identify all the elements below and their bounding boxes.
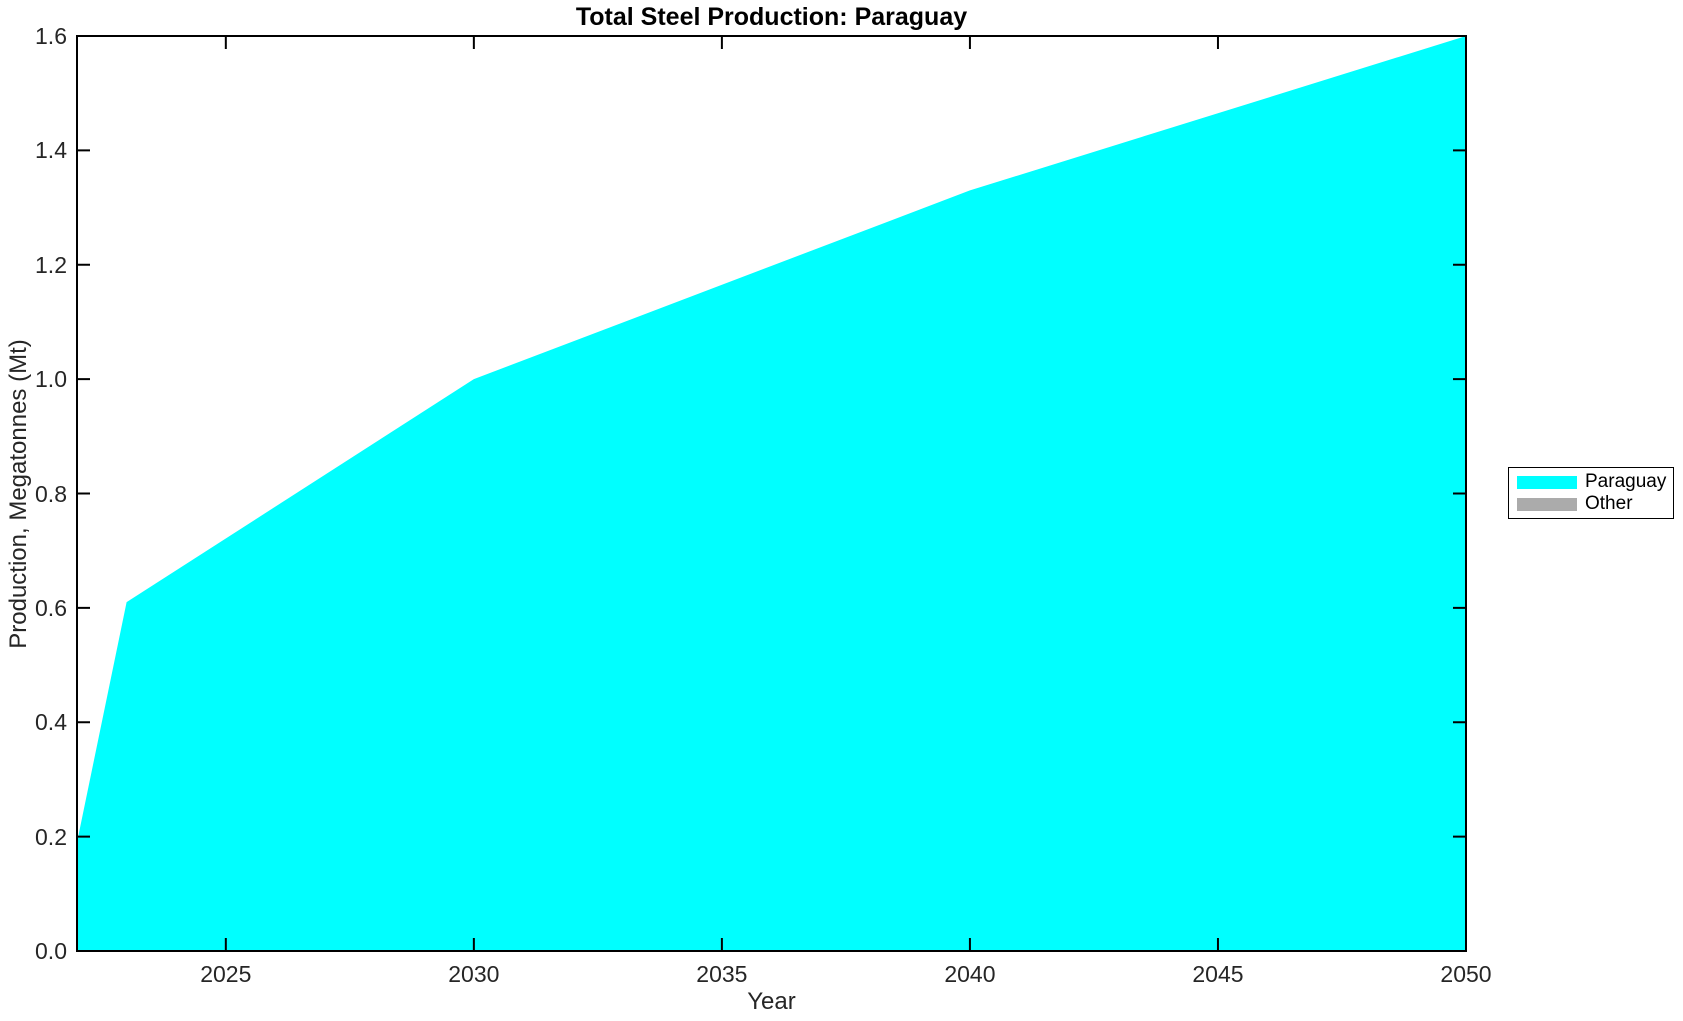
y-axis-label: Production, Megatonnes (Mt) [5, 339, 32, 649]
legend: Paraguay Other [1508, 467, 1674, 519]
y-tick-label: 0.0 [35, 938, 67, 964]
legend-label-paraguay: Paraguay [1585, 471, 1667, 492]
chart-title: Total Steel Production: Paraguay [575, 3, 968, 31]
y-tick-label: 1.2 [35, 251, 67, 278]
legend-item-other: Other [1517, 493, 1665, 515]
y-tick-label: 1.0 [35, 366, 67, 393]
y-tick-label: 0.4 [35, 709, 67, 736]
legend-swatch-other [1517, 497, 1577, 511]
legend-swatch-paraguay [1517, 475, 1577, 489]
legend-item-paraguay: Paraguay [1517, 471, 1667, 493]
y-tick-label: 1.6 [35, 23, 67, 49]
y-tick-label: 0.6 [35, 594, 67, 621]
area-paraguay [77, 36, 1466, 951]
x-tick-label: 2035 [696, 961, 748, 987]
x-tick-label: 2040 [944, 961, 996, 987]
x-tick-label: 2025 [200, 961, 252, 987]
legend-label-other: Other [1585, 493, 1633, 514]
x-tick-label: 2050 [1440, 961, 1492, 987]
y-tick-label: 0.2 [35, 823, 67, 850]
x-tick-label: 2030 [448, 961, 500, 987]
y-tick-label: 1.4 [35, 137, 67, 164]
x-axis-label: Year [747, 988, 796, 1015]
y-tick-label: 0.8 [35, 480, 67, 507]
x-tick-label: 2045 [1192, 961, 1244, 987]
